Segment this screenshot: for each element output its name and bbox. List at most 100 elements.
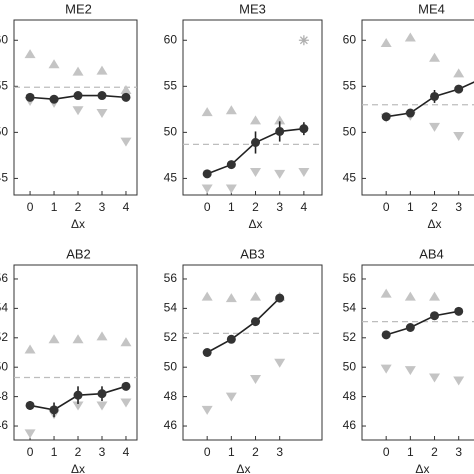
y-tick-label: 60 [343,32,357,46]
mean-line [386,81,474,118]
mean-point [381,330,391,340]
triangle-up [48,59,60,69]
x-tick-label: 0 [204,445,211,459]
y-tick-label: 46 [164,418,178,432]
y-tick-label: 50 [343,359,357,373]
x-axis-label: Δx [71,217,85,231]
triangle-up [250,291,262,301]
x-tick-label: 1 [407,445,414,459]
mean-point [73,91,83,101]
y-tick-label: 55 [343,78,357,92]
x-axis-label: Δx [249,217,263,231]
y-tick-label: 50 [0,359,8,373]
triangle-down [274,169,286,179]
triangle-down [72,401,84,411]
mean-point [251,317,261,327]
x-axis-label: Δx [71,462,85,474]
triangle-up [404,32,416,42]
y-tick-label: 54 [164,301,178,315]
triangle-up [380,288,392,298]
y-tick-label: 60 [164,32,178,46]
x-tick-label: 2 [431,200,438,214]
y-tick-label: 46 [0,418,8,432]
panel-title: ME3 [239,1,266,16]
mean-point [251,138,261,147]
triangle-up [404,291,416,301]
triangle-up [120,85,132,94]
triangle-up [225,293,237,303]
y-tick-label: 52 [343,330,357,344]
x-tick-label: 2 [252,445,259,459]
x-tick-label: 2 [75,200,82,214]
triangle-up [120,337,132,347]
triangle-down [201,184,213,194]
triangle-down [453,376,465,386]
x-axis-label: Δx [236,462,250,474]
x-tick-label: 4 [301,200,308,214]
mean-point [405,323,415,332]
mean-point [299,124,309,134]
x-axis-label: Δx [415,462,429,474]
mean-point [275,293,285,303]
y-tick-label: 54 [0,301,8,315]
panel-title: ME4 [418,1,445,16]
x-axis-label: Δx [428,217,442,231]
triangle-down [380,364,392,374]
y-tick-label: 46 [343,418,357,432]
mean-point [121,92,131,102]
x-tick-label: 3 [99,445,106,459]
plot-frame [361,19,474,196]
x-tick-label: 0 [27,445,34,459]
mean-point [121,381,131,391]
triangle-up [96,65,108,75]
triangle-up [453,68,465,78]
panel-title: AB4 [419,246,444,261]
mean-point [25,92,35,102]
mean-point [430,311,440,321]
x-tick-label: 2 [252,200,259,214]
x-tick-label: 2 [431,445,438,459]
triangle-down [298,167,310,177]
triangle-down [429,373,441,383]
mean-point [226,334,236,344]
triangle-up [48,334,60,344]
plot-frame [13,19,138,196]
triangle-down [24,429,36,439]
x-tick-label: 3 [276,200,283,214]
mean-point [454,84,464,94]
triangle-down [120,137,132,147]
mean-point [275,126,285,136]
y-tick-label: 45 [0,171,8,185]
panel-title: AB3 [240,246,265,261]
y-tick-label: 56 [164,271,178,285]
plot-frame [182,19,323,196]
y-tick-label: 50 [164,359,178,373]
x-tick-label: 1 [51,445,58,459]
y-tick-label: 50 [343,125,357,139]
mean-point [405,108,415,118]
mean-point [202,169,212,179]
y-tick-label: 48 [0,389,8,403]
y-tick-label: 56 [0,271,8,285]
mean-line [206,297,281,354]
triangle-up [96,331,108,341]
mean-point [97,389,107,399]
triangle-down [96,401,108,411]
x-tick-label: 3 [276,445,283,459]
triangle-up [274,115,286,125]
x-tick-label: 0 [27,200,34,214]
x-tick-label: 3 [99,200,106,214]
y-tick-label: 52 [0,330,8,344]
panel-title: AB2 [66,246,91,261]
y-tick-label: 45 [343,171,357,185]
x-tick-label: 2 [75,445,82,459]
triangle-down [429,122,441,132]
triangle-up [24,344,36,354]
y-tick-label: 50 [0,125,8,139]
plot-frame [361,264,474,441]
panel-title: ME2 [65,1,92,16]
triangle-up [72,66,84,76]
triangle-down [225,184,237,194]
mean-point [202,348,212,357]
x-tick-label: 3 [455,445,462,459]
